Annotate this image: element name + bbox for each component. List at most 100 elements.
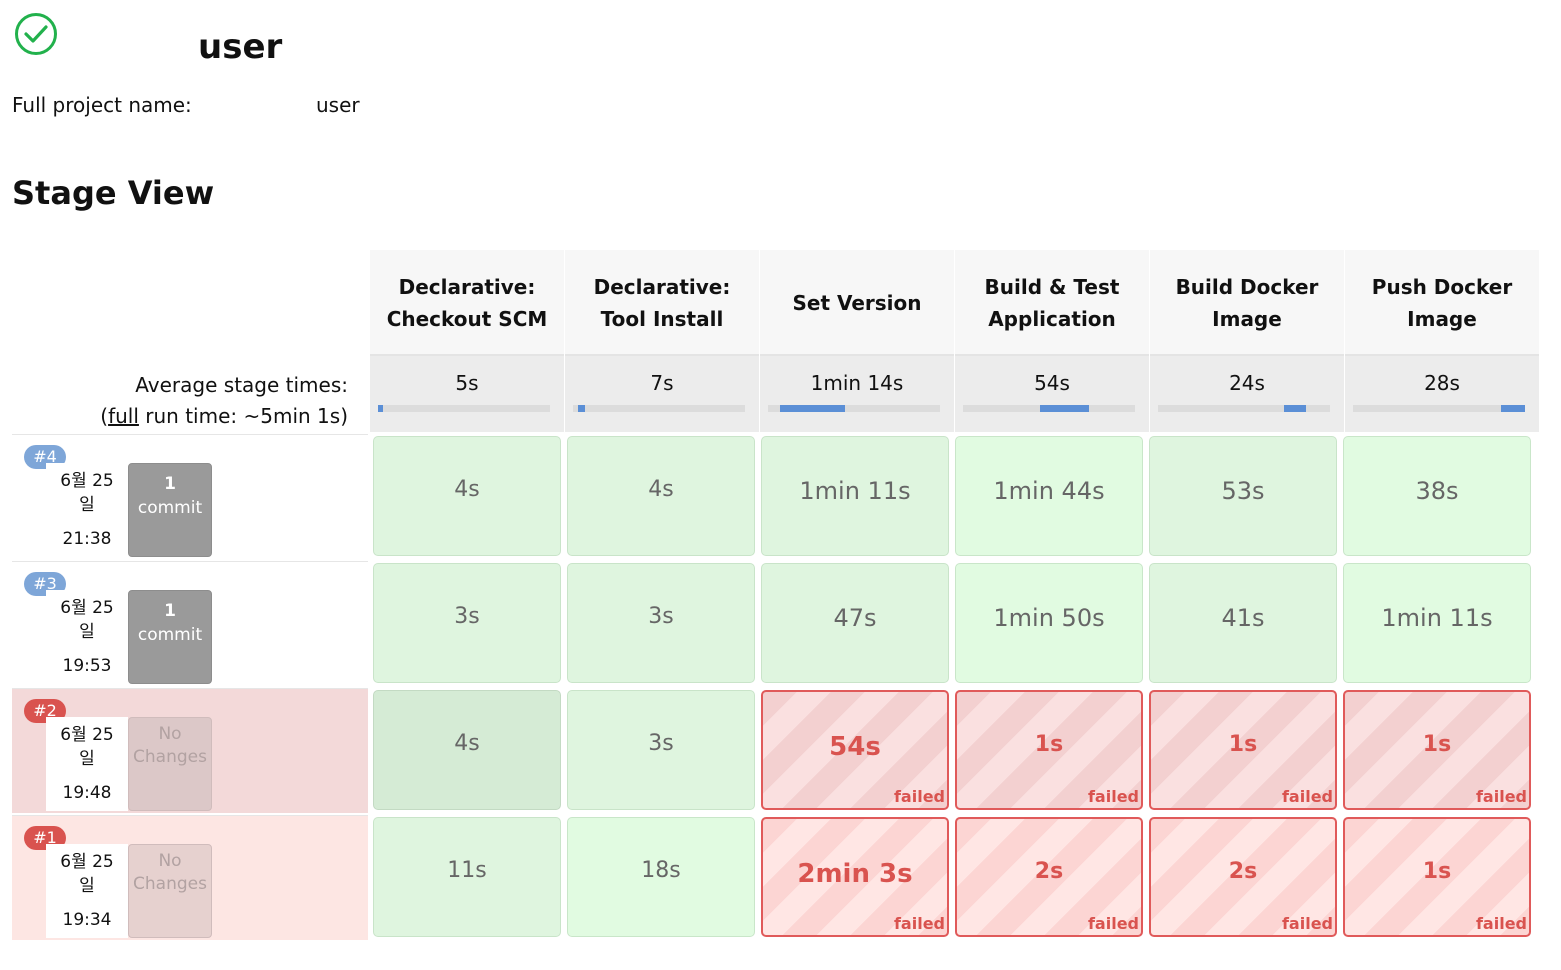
build-row[interactable]: #3 6월 25 일 19:53 1 commit bbox=[12, 561, 368, 686]
stage-header: Declarative: Tool Install bbox=[565, 250, 759, 356]
stage-cells-row: 3s 3s 47s 1min 50s 41s 1min 11s bbox=[370, 561, 1534, 683]
stage-cell[interactable]: 38s bbox=[1343, 436, 1531, 556]
stage-cells-row: 4s 3s 54s failed 1s failed 1s failed 1s fail… bbox=[370, 688, 1534, 810]
stage-duration: 54s bbox=[829, 732, 881, 762]
full-project-name-label: Full project name: bbox=[12, 93, 192, 117]
stage-cell[interactable]: 3s bbox=[567, 690, 755, 810]
stage-duration: 3s bbox=[648, 604, 674, 629]
changes-word: commit bbox=[137, 625, 203, 645]
success-check-icon bbox=[15, 13, 57, 55]
changes-count: No bbox=[158, 851, 182, 871]
changes-count: No bbox=[158, 724, 182, 744]
full-run-link[interactable]: full bbox=[108, 404, 139, 428]
build-date: 6월 25 일 19:48 bbox=[46, 717, 128, 811]
stage-duration: 1min 11s bbox=[1381, 604, 1493, 632]
stage-duration: 1min 50s bbox=[993, 604, 1105, 632]
stage-cell[interactable]: 1min 44s bbox=[955, 436, 1143, 556]
average-cell: 5s bbox=[370, 356, 564, 432]
build-row[interactable]: #4 6월 25 일 21:38 1 commit bbox=[12, 434, 368, 559]
build-date-day: 일 bbox=[79, 622, 95, 642]
stage-duration: 3s bbox=[454, 604, 480, 629]
build-time: 19:53 bbox=[62, 656, 112, 676]
stage-cell-failed[interactable]: 1s failed bbox=[955, 690, 1143, 810]
stage-cell-failed[interactable]: 2s failed bbox=[1149, 817, 1337, 937]
build-date: 6월 25 일 21:38 bbox=[46, 463, 128, 557]
stage-header-label: Declarative: Checkout SCM bbox=[386, 275, 548, 331]
changes-word: Changes bbox=[133, 874, 207, 894]
progress-bar-fill bbox=[1500, 405, 1525, 412]
stage-cell[interactable]: 11s bbox=[373, 817, 561, 937]
progress-bar-fill bbox=[780, 405, 846, 412]
stage-cell[interactable]: 1min 11s bbox=[1343, 563, 1531, 683]
failed-label: failed bbox=[1475, 787, 1527, 806]
changes-button[interactable]: No Changes bbox=[128, 717, 212, 811]
progress-bar bbox=[1353, 405, 1525, 412]
stage-cell[interactable]: 18s bbox=[567, 817, 755, 937]
build-date-day: 일 bbox=[79, 495, 95, 515]
changes-button[interactable]: 1 commit bbox=[128, 590, 212, 684]
progress-bar-fill bbox=[378, 405, 384, 412]
stage-cells-row: 11s 18s 2min 3s failed 2s failed 2s failed … bbox=[370, 815, 1534, 937]
average-cell: 28s bbox=[1345, 356, 1539, 432]
stage-cell-failed[interactable]: 1s failed bbox=[1343, 817, 1531, 937]
stage-cell[interactable]: 47s bbox=[761, 563, 949, 683]
section-title: Stage View bbox=[12, 174, 215, 212]
build-time: 21:38 bbox=[62, 529, 112, 549]
stage-header: Set Version bbox=[760, 250, 954, 356]
changes-button[interactable]: 1 commit bbox=[128, 463, 212, 557]
stage-header: Declarative: Checkout SCM bbox=[370, 250, 564, 356]
stage-header-label: Push Docker Image bbox=[1371, 275, 1513, 331]
stage-cell-failed[interactable]: 1s failed bbox=[1343, 690, 1531, 810]
stage-cell[interactable]: 4s bbox=[373, 690, 561, 810]
stage-cell-failed[interactable]: 2min 3s failed bbox=[761, 817, 949, 937]
progress-bar-fill bbox=[1283, 405, 1306, 412]
stage-headers: Declarative: Checkout SCM Declarative: T… bbox=[370, 250, 1540, 356]
stage-header: Build Docker Image bbox=[1150, 250, 1344, 356]
average-cell: 1min 14s bbox=[760, 356, 954, 432]
stage-cell-failed[interactable]: 54s failed bbox=[761, 690, 949, 810]
average-time: 28s bbox=[1424, 371, 1460, 395]
build-date-day: 일 bbox=[79, 749, 95, 769]
stage-duration: 2min 3s bbox=[797, 859, 913, 889]
changes-button[interactable]: No Changes bbox=[128, 844, 212, 938]
stage-cell[interactable]: 1min 50s bbox=[955, 563, 1143, 683]
stage-duration: 2s bbox=[1228, 859, 1258, 884]
stage-duration: 4s bbox=[454, 477, 480, 502]
failed-label: failed bbox=[1281, 787, 1333, 806]
paren-open: ( bbox=[100, 404, 109, 428]
failed-label: failed bbox=[1475, 914, 1527, 933]
stage-duration: 38s bbox=[1415, 477, 1459, 505]
stage-duration: 4s bbox=[454, 731, 480, 756]
stage-duration: 18s bbox=[641, 858, 681, 883]
stage-cells-row: 4s 4s 1min 11s 1min 44s 53s 38s bbox=[370, 434, 1534, 556]
stage-cell[interactable]: 53s bbox=[1149, 436, 1337, 556]
changes-count: 1 bbox=[164, 601, 176, 621]
full-project-name-value: user bbox=[316, 93, 360, 117]
changes-word: Changes bbox=[133, 747, 207, 767]
full-run-time: run time: ~5min 1s) bbox=[138, 404, 348, 428]
build-date-month: 6월 25 bbox=[60, 471, 114, 491]
failed-label: failed bbox=[1281, 914, 1333, 933]
progress-bar bbox=[1158, 405, 1330, 412]
build-row[interactable]: #1 6월 25 일 19:34 No Changes bbox=[12, 815, 368, 940]
stage-cell[interactable]: 4s bbox=[373, 436, 561, 556]
build-date-day: 일 bbox=[79, 876, 95, 896]
stage-duration: 4s bbox=[648, 477, 674, 502]
stage-cell[interactable]: 3s bbox=[567, 563, 755, 683]
build-date: 6월 25 일 19:34 bbox=[46, 844, 128, 938]
stage-duration: 1s bbox=[1034, 732, 1064, 757]
stage-cell[interactable]: 1min 11s bbox=[761, 436, 949, 556]
average-cell: 7s bbox=[565, 356, 759, 432]
stage-header: Push Docker Image bbox=[1345, 250, 1539, 356]
stage-duration: 1s bbox=[1422, 859, 1452, 884]
stage-cell-failed[interactable]: 1s failed bbox=[1149, 690, 1337, 810]
stage-cell-failed[interactable]: 2s failed bbox=[955, 817, 1143, 937]
build-date: 6월 25 일 19:53 bbox=[46, 590, 128, 684]
stage-cell[interactable]: 4s bbox=[567, 436, 755, 556]
build-row[interactable]: #2 6월 25 일 19:48 No Changes bbox=[12, 688, 368, 813]
stage-cell[interactable]: 41s bbox=[1149, 563, 1337, 683]
failed-label: failed bbox=[893, 787, 945, 806]
stage-cell[interactable]: 3s bbox=[373, 563, 561, 683]
average-time: 5s bbox=[455, 371, 479, 395]
failed-label: failed bbox=[1087, 914, 1139, 933]
